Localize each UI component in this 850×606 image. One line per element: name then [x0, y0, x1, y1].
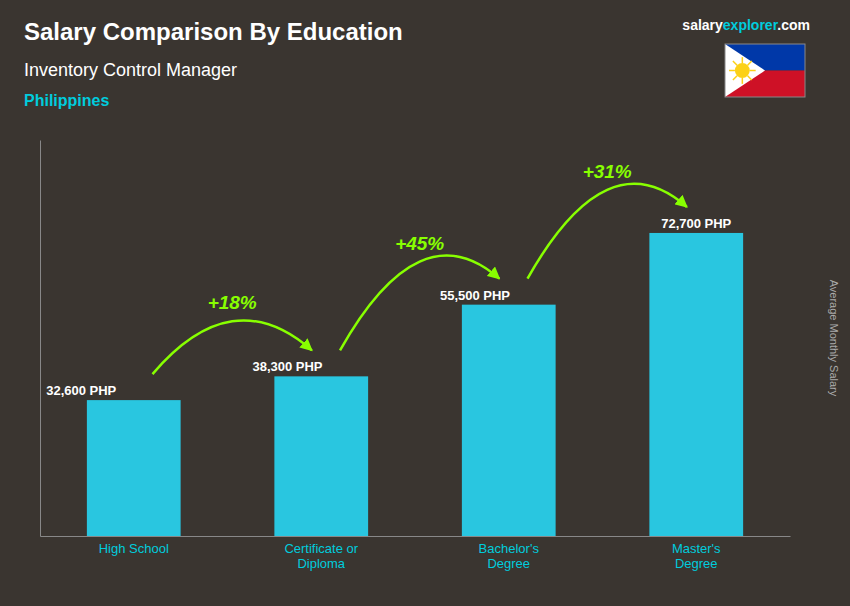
x-axis: High School Certificate orDiploma Bachelor… — [41, 536, 791, 571]
y-axis-title: Average Monthly Salary — [828, 280, 840, 397]
country: Philippines — [24, 92, 109, 109]
change-label: +31% — [583, 161, 632, 182]
background — [0, 0, 850, 606]
flag-ray — [733, 61, 737, 65]
y-axis-line — [40, 141, 41, 537]
bar — [462, 305, 556, 536]
x-tick-label-line: Master's — [672, 541, 721, 556]
y-axis — [40, 141, 41, 537]
flag-ray — [742, 78, 744, 84]
flag-ray — [748, 76, 752, 80]
data-label: 72,700 PHP — [661, 216, 731, 231]
flag-ray — [729, 70, 735, 72]
change-arrow — [340, 256, 499, 351]
bars — [87, 233, 743, 536]
x-tick: Certificate orDiploma — [284, 536, 358, 571]
flag-triangle — [725, 44, 765, 97]
data-label: 32,600 PHP — [46, 383, 116, 398]
subtitle: Inventory Control Manager — [24, 60, 237, 80]
x-tick-label-line: Bachelor's — [479, 541, 540, 556]
bar — [87, 400, 181, 536]
change-arrow — [153, 320, 312, 374]
chart: Salary Comparison By Education Inventory … — [0, 0, 850, 606]
x-tick: Master'sDegree — [672, 536, 721, 571]
x-tick-label: Bachelor'sDegree — [479, 541, 540, 571]
x-tick-label: Certificate orDiploma — [284, 541, 358, 571]
source-part: explorer — [723, 17, 779, 33]
x-tick-label-line: Certificate or — [284, 541, 358, 556]
data-label: 55,500 PHP — [440, 288, 510, 303]
flag-border — [725, 44, 805, 97]
flag-sun — [735, 63, 750, 78]
data-label: 38,300 PHP — [252, 359, 322, 374]
x-tick: High School — [99, 536, 169, 556]
change-label: +18% — [208, 292, 257, 313]
flag-ray — [742, 57, 744, 63]
x-tick-label-line: Degree — [487, 556, 530, 571]
source-part: salary — [682, 17, 723, 33]
bar — [649, 233, 743, 536]
title: Salary Comparison By Education — [24, 18, 403, 45]
flag-ray — [750, 70, 756, 72]
x-tick-label-line: Diploma — [297, 556, 345, 571]
x-tick-label-line: Degree — [675, 556, 718, 571]
annotations: +18% +45% +31% — [153, 161, 687, 374]
x-tick-label: High School — [99, 541, 169, 556]
flag — [725, 44, 805, 97]
source-part: .com — [777, 17, 810, 33]
x-tick: Bachelor'sDegree — [479, 536, 540, 571]
x-axis-line — [41, 536, 791, 537]
source: salaryexplorer.com — [682, 17, 810, 33]
change-label: +45% — [395, 233, 444, 254]
flag-ray — [733, 76, 737, 80]
x-tick-label: Master'sDegree — [672, 541, 721, 571]
flag-ray — [748, 61, 752, 65]
change-arrow — [528, 184, 687, 279]
bar — [274, 376, 368, 536]
x-tick-label-line: High School — [99, 541, 169, 556]
